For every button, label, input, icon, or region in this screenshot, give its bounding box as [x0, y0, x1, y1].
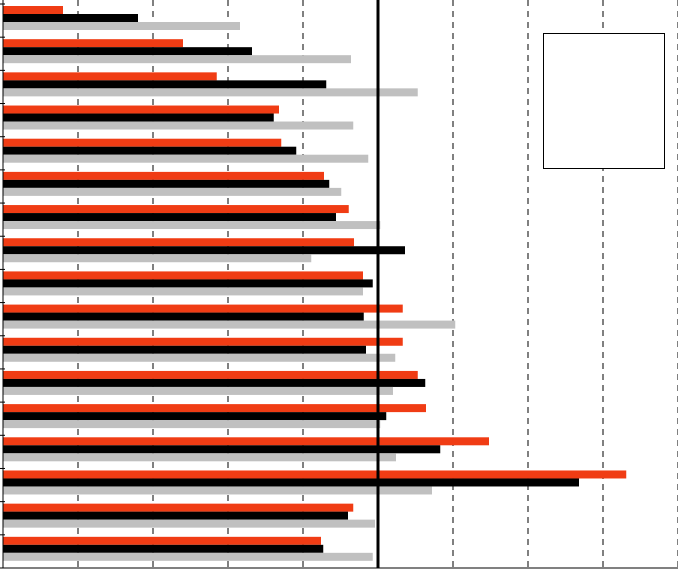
bar: [3, 503, 354, 512]
bar: [3, 320, 456, 329]
bar: [3, 187, 342, 196]
bar: [3, 6, 63, 14]
bar: [3, 113, 274, 122]
bar: [3, 337, 403, 346]
bar: [3, 138, 282, 147]
bar: [3, 88, 418, 97]
bar: [3, 404, 426, 413]
bar: [3, 80, 327, 89]
bar: [3, 445, 441, 454]
bar: [3, 47, 252, 56]
legend-box: [543, 33, 665, 169]
bar: [3, 519, 375, 528]
bar: [3, 271, 363, 280]
bar: [3, 312, 364, 321]
bar: [3, 146, 297, 155]
bar: [3, 536, 321, 545]
bar: [3, 552, 373, 561]
bar: [3, 486, 432, 495]
bar: [3, 22, 240, 30]
bar: [3, 154, 369, 163]
bar: [3, 221, 381, 230]
bar: [3, 105, 279, 114]
bar: [3, 470, 627, 479]
bar: [3, 179, 330, 188]
bar: [3, 72, 217, 81]
bar: [3, 279, 373, 288]
bar: [3, 353, 396, 362]
bar: [3, 254, 312, 263]
bar: [3, 304, 403, 313]
bar: [3, 420, 381, 429]
bar: [3, 345, 366, 354]
bar: [3, 453, 396, 462]
bar: [3, 246, 405, 255]
bar: [3, 478, 579, 487]
bar: [3, 412, 387, 421]
bar: [3, 238, 354, 247]
bar: [3, 14, 138, 22]
bar: [3, 370, 418, 379]
bar: [3, 213, 336, 222]
bar: [3, 386, 393, 395]
bar: [3, 287, 363, 296]
bar: [3, 437, 489, 446]
bar: [3, 511, 348, 520]
bar: [3, 544, 324, 553]
bar: [3, 171, 324, 180]
bar: [3, 205, 349, 214]
bar: [3, 121, 354, 130]
bar: [3, 378, 426, 387]
bar: [3, 39, 183, 48]
bar: [3, 55, 351, 64]
